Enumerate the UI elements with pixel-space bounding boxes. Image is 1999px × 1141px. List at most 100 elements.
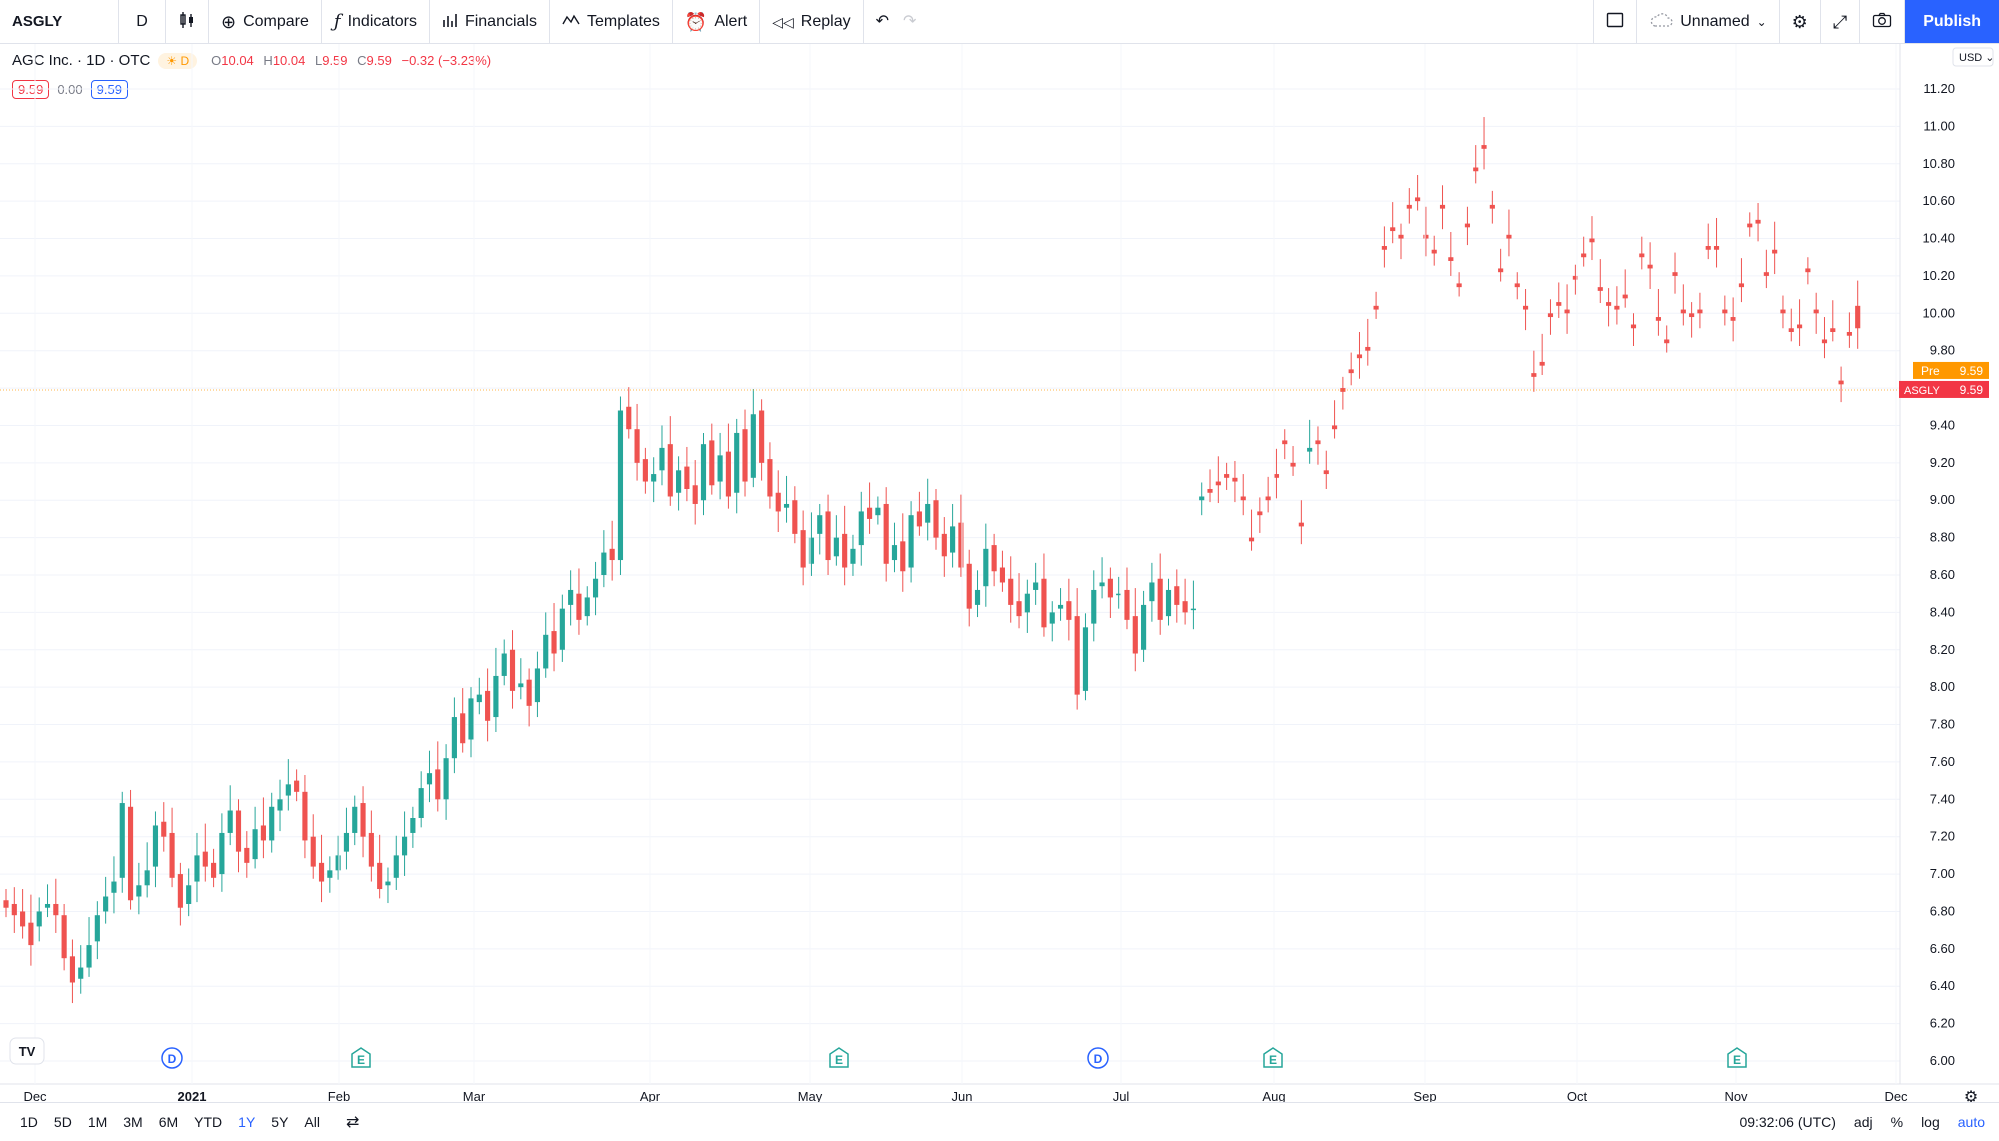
- candle-body[interactable]: [169, 832, 175, 878]
- clock[interactable]: 09:32:06 (UTC): [1739, 1114, 1836, 1130]
- candle-body[interactable]: [501, 653, 507, 676]
- candle-body[interactable]: [609, 548, 615, 561]
- percent-toggle[interactable]: %: [1890, 1114, 1904, 1130]
- candle-body[interactable]: [1547, 313, 1554, 318]
- candle-body[interactable]: [244, 847, 250, 863]
- candle-body[interactable]: [875, 507, 881, 516]
- range-button-1y[interactable]: 1Y: [238, 1114, 256, 1130]
- candle-body[interactable]: [252, 829, 258, 860]
- range-button-3m[interactable]: 3M: [123, 1114, 143, 1130]
- candle-body[interactable]: [634, 429, 640, 463]
- candle-body[interactable]: [1190, 608, 1196, 611]
- candle-body[interactable]: [1331, 425, 1338, 430]
- candle-body[interactable]: [53, 903, 59, 916]
- candle-body[interactable]: [1697, 309, 1703, 314]
- candle-body[interactable]: [410, 818, 416, 833]
- candle-body[interactable]: [850, 548, 856, 564]
- candle-body[interactable]: [1431, 249, 1437, 254]
- candle-body[interactable]: [1041, 578, 1047, 628]
- candle-body[interactable]: [1307, 447, 1313, 452]
- candle-body[interactable]: [44, 903, 51, 908]
- candle-body[interactable]: [152, 825, 159, 867]
- candle-body[interactable]: [825, 511, 831, 561]
- candle-body[interactable]: [335, 855, 341, 871]
- candle-body[interactable]: [1821, 339, 1828, 344]
- candle-body[interactable]: [842, 533, 848, 568]
- candle-body[interactable]: [1522, 305, 1529, 310]
- symbol-search-button[interactable]: ASGLY: [0, 0, 119, 43]
- candle-body[interactable]: [1423, 234, 1429, 239]
- candle-body[interactable]: [576, 593, 582, 620]
- range-button-ytd[interactable]: YTD: [194, 1114, 223, 1130]
- candle-body[interactable]: [1572, 275, 1578, 280]
- candle-body[interactable]: [401, 836, 408, 856]
- candle-body[interactable]: [1581, 253, 1587, 258]
- candle-body[interactable]: [1597, 287, 1603, 291]
- candle-body[interactable]: [161, 821, 167, 837]
- candle-body[interactable]: [1846, 332, 1852, 336]
- candle-body[interactable]: [1506, 234, 1512, 239]
- candle-body[interactable]: [592, 578, 599, 598]
- candle-body[interactable]: [617, 410, 624, 561]
- candle-body[interactable]: [999, 567, 1006, 583]
- candle-body[interactable]: [1298, 522, 1304, 527]
- candle-body[interactable]: [1747, 223, 1753, 228]
- candle-body[interactable]: [385, 881, 391, 886]
- candle-body[interactable]: [277, 799, 283, 811]
- candle-body[interactable]: [1639, 253, 1645, 258]
- undo-icon[interactable]: ↶: [875, 12, 889, 30]
- candle-body[interactable]: [1340, 388, 1346, 392]
- candle-body[interactable]: [941, 533, 947, 557]
- candle-body[interactable]: [1763, 272, 1769, 276]
- candle-body[interactable]: [1116, 593, 1122, 596]
- candle-body[interactable]: [692, 485, 698, 504]
- candle-body[interactable]: [294, 780, 300, 792]
- candle-body[interactable]: [908, 515, 914, 568]
- candle-body[interactable]: [485, 690, 491, 721]
- candle-body[interactable]: [817, 515, 823, 534]
- range-button-6m[interactable]: 6M: [158, 1114, 179, 1130]
- candle-body[interactable]: [111, 881, 117, 893]
- compare-button[interactable]: ⊕ Compare: [209, 0, 322, 43]
- indicators-button[interactable]: ƒ Indicators: [322, 0, 430, 43]
- log-toggle[interactable]: log: [1921, 1114, 1940, 1130]
- candle-body[interactable]: [792, 500, 798, 534]
- price-chart[interactable]: 6.00 6.20 6.40 6.60 6.80 7.00 7.20 7.40 7.60 7.80…: [0, 44, 1999, 1102]
- range-button-1m[interactable]: 1M: [87, 1114, 108, 1130]
- candle-body[interactable]: [1265, 496, 1271, 501]
- candle-body[interactable]: [866, 507, 873, 519]
- range-button-5d[interactable]: 5D: [53, 1114, 72, 1130]
- candle-body[interactable]: [1282, 440, 1288, 445]
- candle-body[interactable]: [1531, 373, 1537, 377]
- candle-body[interactable]: [1141, 604, 1147, 650]
- candle-body[interactable]: [900, 541, 906, 572]
- candle-body[interactable]: [534, 668, 541, 703]
- candle-body[interactable]: [1813, 309, 1819, 314]
- candle-body[interactable]: [327, 870, 333, 878]
- candle-body[interactable]: [1788, 328, 1794, 332]
- candle-body[interactable]: [966, 563, 972, 609]
- candle-body[interactable]: [1473, 167, 1479, 172]
- candle-body[interactable]: [1174, 586, 1180, 605]
- candle-body[interactable]: [933, 500, 939, 538]
- candle-body[interactable]: [1165, 589, 1172, 617]
- candle-body[interactable]: [1738, 283, 1745, 288]
- candle-body[interactable]: [551, 631, 557, 654]
- candle-body[interactable]: [750, 414, 756, 478]
- candle-body[interactable]: [1315, 440, 1321, 445]
- candle-body[interactable]: [651, 474, 657, 482]
- candle-body[interactable]: [435, 769, 441, 800]
- candle-body[interactable]: [950, 526, 956, 553]
- candle-body[interactable]: [783, 503, 790, 508]
- candle-body[interactable]: [568, 589, 574, 605]
- candle-body[interactable]: [742, 429, 748, 482]
- candle-body[interactable]: [1207, 489, 1213, 493]
- candle-body[interactable]: [584, 597, 590, 617]
- candle-body[interactable]: [1755, 219, 1761, 224]
- redo-icon[interactable]: ↷: [903, 12, 917, 30]
- candle-body[interactable]: [493, 675, 499, 718]
- candle-body[interactable]: [78, 967, 84, 979]
- candle-body[interactable]: [136, 885, 142, 897]
- candle-body[interactable]: [194, 855, 200, 882]
- candle-body[interactable]: [1132, 616, 1138, 654]
